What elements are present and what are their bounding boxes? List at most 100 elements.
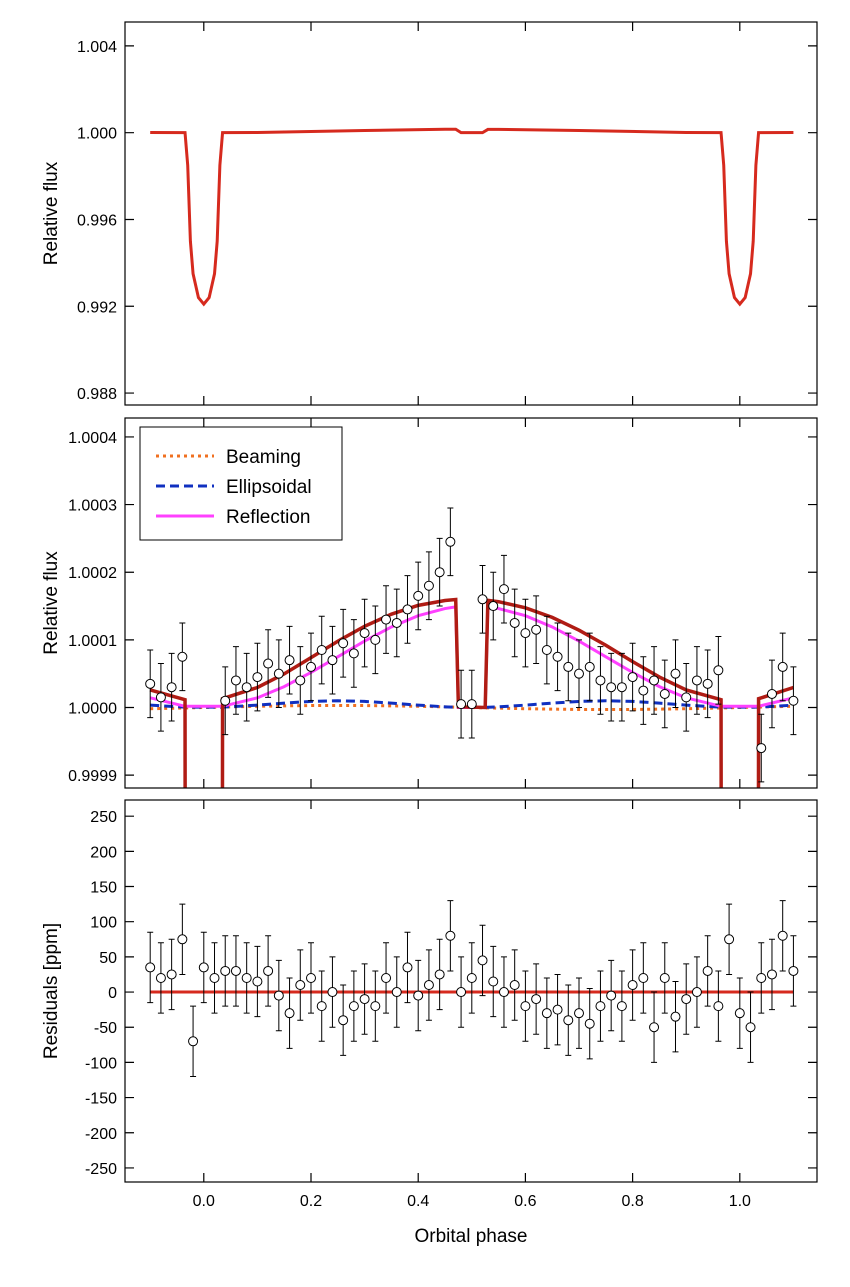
data-point <box>584 1018 595 1029</box>
data-point <box>338 638 349 649</box>
data-point <box>498 987 509 998</box>
y-tick-label: 1.000 <box>77 126 117 143</box>
data-point <box>766 688 777 699</box>
data-point <box>252 976 263 987</box>
data-point <box>327 987 338 998</box>
data-point <box>348 1001 359 1012</box>
y-tick-label: -100 <box>85 1055 117 1072</box>
data-point <box>413 590 424 601</box>
data-point <box>520 628 531 639</box>
data-point <box>338 1015 349 1026</box>
data-point <box>445 536 456 547</box>
data-point <box>745 1022 756 1033</box>
x-axis-label: Orbital phase <box>414 1226 527 1247</box>
data-point <box>220 695 231 706</box>
legend-label: Reflection <box>226 507 311 528</box>
data-point <box>541 1008 552 1019</box>
data-point <box>273 668 284 679</box>
model-line <box>150 703 794 712</box>
data-point <box>756 972 767 983</box>
data-point <box>166 682 177 693</box>
data-point <box>466 972 477 983</box>
y-tick-label: 0.996 <box>77 212 117 229</box>
y-tick-label: 0 <box>108 985 117 1002</box>
y-axis-label: Relative flux <box>41 161 62 265</box>
y-tick-label: -250 <box>85 1161 117 1178</box>
data-point <box>370 634 381 645</box>
data-point <box>370 1001 381 1012</box>
data-point <box>477 955 488 966</box>
x-tick-label: 0.4 <box>407 1193 429 1210</box>
data-point <box>327 655 338 666</box>
frame <box>124 417 818 789</box>
data-point <box>445 930 456 941</box>
data-point <box>649 675 660 686</box>
data-point <box>616 1001 627 1012</box>
data-point <box>284 1008 295 1019</box>
data-point <box>606 990 617 1001</box>
legend-box <box>139 426 343 541</box>
y-tick-label: 0.988 <box>77 386 117 403</box>
data-point <box>638 972 649 983</box>
plot-area <box>145 900 799 1077</box>
data-point <box>402 962 413 973</box>
y-tick-label: 1.004 <box>77 39 117 56</box>
y-tick-label: 100 <box>90 915 117 932</box>
data-point <box>284 655 295 666</box>
data-point <box>713 1001 724 1012</box>
data-point <box>230 965 241 976</box>
data-point <box>145 678 156 689</box>
x-tick-label: 0.8 <box>621 1193 643 1210</box>
data-point <box>456 987 467 998</box>
y-tick-label: 200 <box>90 844 117 861</box>
plot-area <box>145 507 799 788</box>
data-point <box>659 688 670 699</box>
y-tick-label: -150 <box>85 1091 117 1108</box>
data-point <box>166 969 177 980</box>
data-point <box>177 651 188 662</box>
data-point <box>681 692 692 703</box>
data-point <box>241 972 252 983</box>
data-point <box>391 987 402 998</box>
data-point <box>509 617 520 628</box>
data-point <box>606 682 617 693</box>
data-point <box>305 661 316 672</box>
data-point <box>434 969 445 980</box>
data-point <box>788 695 799 706</box>
model-line <box>150 127 794 307</box>
data-point <box>498 584 509 595</box>
data-point <box>509 980 520 991</box>
data-point <box>638 685 649 696</box>
data-point <box>681 994 692 1005</box>
plot-area <box>150 127 794 307</box>
x-tick-label: 0.0 <box>193 1193 215 1210</box>
data-point <box>670 668 681 679</box>
data-point <box>263 965 274 976</box>
frame <box>124 21 818 406</box>
data-point <box>456 699 467 710</box>
data-point <box>734 1008 745 1019</box>
data-point <box>381 972 392 983</box>
data-point <box>541 645 552 656</box>
data-point <box>563 661 574 672</box>
data-point <box>702 678 713 689</box>
data-point <box>595 675 606 686</box>
y-tick-label: 1.0001 <box>68 633 117 650</box>
frame <box>124 799 818 1183</box>
y-tick-label: 250 <box>90 809 117 826</box>
data-point <box>316 645 327 656</box>
data-point <box>423 580 434 591</box>
data-point <box>381 614 392 625</box>
data-point <box>488 601 499 612</box>
data-point <box>263 658 274 669</box>
data-point <box>627 672 638 683</box>
data-point <box>788 965 799 976</box>
data-point <box>777 930 788 941</box>
y-tick-label: 1.0002 <box>68 565 117 582</box>
data-point <box>466 699 477 710</box>
y-tick-label: -50 <box>94 1020 117 1037</box>
data-point <box>305 972 316 983</box>
data-point <box>434 567 445 578</box>
data-point <box>766 969 777 980</box>
